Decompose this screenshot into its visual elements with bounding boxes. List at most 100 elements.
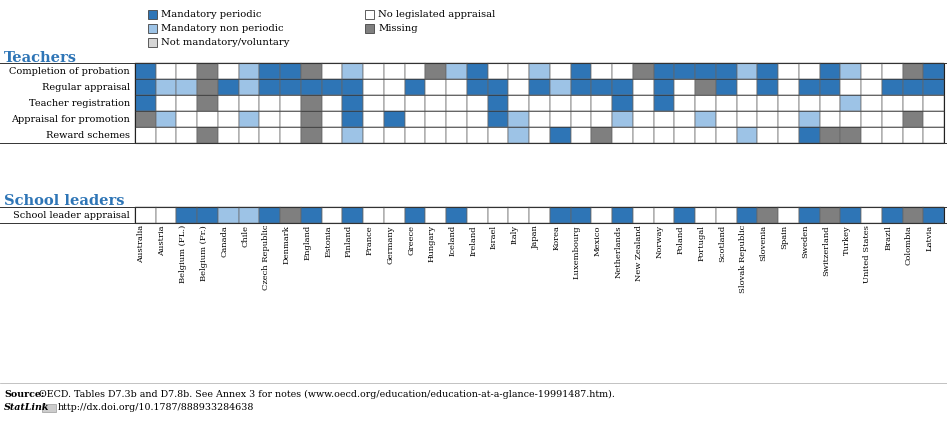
Bar [695,79,716,95]
Bar [882,111,902,127]
Bar [674,79,695,95]
Bar [571,127,591,143]
Bar [674,95,695,111]
Text: Completion of probation: Completion of probation [9,67,130,75]
Bar [135,207,944,223]
Bar [467,79,488,95]
Bar [197,127,218,143]
Bar [155,63,176,79]
Bar [322,127,343,143]
Bar [633,79,653,95]
Bar [425,207,446,223]
Bar [716,63,737,79]
Bar [819,95,840,111]
Bar [799,111,819,127]
Bar [384,95,404,111]
Bar [239,207,259,223]
Bar [612,63,633,79]
Bar [176,79,197,95]
Bar [882,63,902,79]
Bar [365,24,374,33]
Bar [550,63,571,79]
Bar [364,207,384,223]
Bar [42,404,56,412]
Bar [404,111,425,127]
Bar [550,111,571,127]
Bar [923,63,944,79]
Bar [176,95,197,111]
Bar [135,207,155,223]
Text: Israel: Israel [490,225,498,249]
Text: http://dx.doi.org/10.1787/888933284638: http://dx.doi.org/10.1787/888933284638 [58,403,255,412]
Text: Mandatory non periodic: Mandatory non periodic [161,24,283,33]
Bar [902,63,923,79]
Text: Greece: Greece [407,225,415,255]
Bar [633,95,653,111]
Bar [861,63,882,79]
Bar [488,79,509,95]
Bar [529,127,550,143]
Text: Australia: Australia [137,225,146,263]
Bar [218,127,239,143]
Text: Sweden: Sweden [801,225,809,259]
Bar [384,127,404,143]
Bar [695,95,716,111]
Bar [488,63,509,79]
Bar [861,111,882,127]
Text: Austria: Austria [158,225,166,255]
Bar [364,95,384,111]
Bar [571,111,591,127]
Bar [148,10,157,19]
Text: Netherlands: Netherlands [615,225,622,278]
Text: France: France [366,225,373,255]
Bar [819,63,840,79]
Bar [176,127,197,143]
Bar [861,127,882,143]
Bar [529,111,550,127]
Bar [778,79,799,95]
Bar [135,63,944,143]
Text: Denmark: Denmark [282,225,291,264]
Bar [571,79,591,95]
Text: Scotland: Scotland [718,225,726,262]
Bar [280,111,301,127]
Text: Italy: Italy [510,225,519,244]
Text: Germany: Germany [386,225,394,264]
Bar [571,207,591,223]
Bar [716,79,737,95]
Bar [384,79,404,95]
Bar [364,79,384,95]
Bar [446,63,467,79]
Bar [509,63,529,79]
Bar [343,111,364,127]
Bar [301,111,322,127]
Bar [923,207,944,223]
Bar [155,127,176,143]
Bar [155,79,176,95]
Bar [695,207,716,223]
Bar [197,63,218,79]
Bar [467,127,488,143]
Text: New Zealand: New Zealand [635,225,643,281]
Bar [404,79,425,95]
Bar [591,127,612,143]
Bar [239,79,259,95]
Text: Appraisal for promotion: Appraisal for promotion [11,114,130,123]
Bar [923,127,944,143]
Text: England: England [303,225,312,260]
Bar [280,95,301,111]
Bar [550,95,571,111]
Bar [737,207,758,223]
Bar [633,127,653,143]
Bar [155,207,176,223]
Bar [197,111,218,127]
Text: Estonia: Estonia [324,225,332,257]
Bar [799,95,819,111]
Bar [633,63,653,79]
Bar [322,79,343,95]
Bar [695,63,716,79]
Bar [239,111,259,127]
Text: Colombia: Colombia [905,225,913,265]
Text: Reward schemes: Reward schemes [46,130,130,139]
Bar [778,95,799,111]
